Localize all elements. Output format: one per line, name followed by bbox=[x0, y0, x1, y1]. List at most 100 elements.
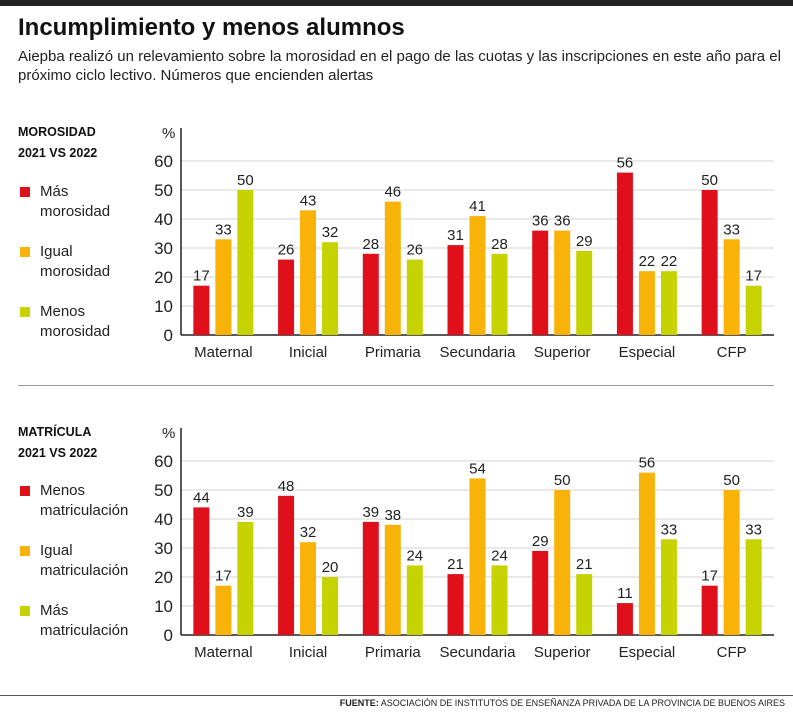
bar bbox=[300, 542, 317, 635]
bar bbox=[322, 242, 339, 335]
y-tick-label: 40 bbox=[154, 510, 173, 529]
x-tick-label: Superior bbox=[534, 344, 591, 361]
data-label: 50 bbox=[723, 472, 740, 489]
bar bbox=[532, 550, 549, 635]
data-label: 33 bbox=[723, 221, 740, 238]
legend-swatch bbox=[20, 486, 30, 496]
chart-morosidad-title-line2: 2021 VS 2022 bbox=[18, 146, 98, 160]
bar bbox=[701, 585, 718, 635]
source-footer: FUENTE: ASOCIACIÓN DE INSTITUTOS DE ENSE… bbox=[340, 698, 785, 708]
top-bar bbox=[0, 0, 793, 6]
data-label: 28 bbox=[491, 236, 508, 253]
source-label: FUENTE: bbox=[339, 698, 379, 708]
bar bbox=[660, 539, 677, 635]
x-tick-label: Inicial bbox=[289, 344, 327, 361]
y-tick-label: 50 bbox=[154, 481, 173, 500]
data-label: 17 bbox=[701, 568, 718, 585]
legend-label-line2: morosidad bbox=[40, 323, 111, 340]
legend-label-line1: Menos bbox=[40, 482, 86, 499]
legend-label-line2: morosidad bbox=[40, 263, 111, 280]
bar bbox=[745, 285, 762, 335]
bar bbox=[469, 216, 486, 335]
data-label: 46 bbox=[384, 184, 401, 201]
legend-label-line1: Igual bbox=[40, 542, 73, 559]
bar bbox=[532, 230, 549, 335]
data-label: 56 bbox=[639, 455, 656, 472]
y-tick-label: 0 bbox=[164, 626, 173, 645]
x-tick-label: Maternal bbox=[194, 644, 252, 661]
chart-morosidad-title-line1: MOROSIDAD bbox=[18, 125, 96, 139]
data-label: 22 bbox=[639, 253, 656, 270]
bar bbox=[616, 172, 633, 335]
legend-swatch bbox=[20, 187, 30, 197]
data-label: 38 bbox=[384, 507, 401, 524]
x-tick-label: Secundaria bbox=[440, 344, 517, 361]
data-label: 54 bbox=[469, 460, 486, 477]
data-label: 17 bbox=[745, 268, 762, 285]
bar bbox=[193, 285, 210, 335]
data-label: 28 bbox=[362, 236, 379, 253]
data-label: 20 bbox=[322, 559, 339, 576]
bar bbox=[491, 253, 508, 335]
bar bbox=[576, 250, 593, 335]
bar bbox=[406, 259, 423, 335]
y-tick-label: 10 bbox=[154, 597, 173, 616]
data-label: 32 bbox=[322, 224, 339, 241]
x-tick-label: Secundaria bbox=[440, 644, 517, 661]
x-tick-label: CFP bbox=[717, 644, 747, 661]
data-label: 26 bbox=[278, 242, 295, 259]
legend-label-line2: matriculación bbox=[40, 622, 129, 639]
chart-morosidad-legend: Más morosidad Igual morosidad Menos moro… bbox=[18, 182, 158, 342]
bar bbox=[406, 565, 423, 635]
data-label: 21 bbox=[447, 556, 464, 573]
legend-label-line1: Igual bbox=[40, 243, 73, 260]
data-label: 24 bbox=[406, 547, 423, 564]
y-unit-label: % bbox=[162, 425, 175, 442]
page-subtitle: Aiepba realizó un relevamiento sobre la … bbox=[18, 48, 781, 84]
data-label: 33 bbox=[745, 521, 762, 538]
chart-matricula-title-line2: 2021 VS 2022 bbox=[18, 446, 98, 460]
bar bbox=[576, 574, 593, 635]
y-tick-label: 60 bbox=[154, 452, 173, 471]
x-tick-label: Primaria bbox=[365, 344, 421, 361]
section-divider bbox=[18, 385, 774, 386]
x-tick-label: Inicial bbox=[289, 644, 327, 661]
data-label: 39 bbox=[237, 504, 254, 521]
legend-label-line2: matriculación bbox=[40, 562, 129, 579]
bar bbox=[300, 210, 317, 335]
chart-matricula-legend: Menos matriculación Igual matriculación … bbox=[18, 481, 158, 641]
data-label: 48 bbox=[278, 478, 295, 495]
data-label: 50 bbox=[237, 172, 254, 189]
bar bbox=[554, 490, 571, 635]
bar bbox=[723, 239, 740, 335]
bar bbox=[362, 521, 379, 635]
data-label: 32 bbox=[300, 524, 317, 541]
data-label: 44 bbox=[193, 489, 210, 506]
legend-label-line2: morosidad bbox=[40, 203, 111, 220]
data-label: 33 bbox=[661, 521, 678, 538]
y-tick-label: 50 bbox=[154, 181, 173, 200]
legend-label-line1: Menos bbox=[40, 303, 86, 320]
bar bbox=[193, 507, 210, 635]
bar bbox=[384, 524, 401, 635]
legend-label-line1: Más bbox=[40, 602, 69, 619]
bar bbox=[447, 245, 464, 335]
bar bbox=[616, 603, 633, 635]
y-tick-label: 10 bbox=[154, 297, 173, 316]
bar bbox=[701, 190, 718, 335]
bar bbox=[215, 239, 232, 335]
data-label: 39 bbox=[362, 504, 379, 521]
bar bbox=[278, 495, 295, 635]
chart-matricula-title-line1: MATRÍCULA bbox=[18, 425, 92, 439]
x-tick-label: CFP bbox=[717, 344, 747, 361]
x-tick-label: Especial bbox=[619, 344, 676, 361]
bar bbox=[447, 574, 464, 635]
footer-rule bbox=[0, 695, 793, 696]
data-label: 43 bbox=[300, 192, 317, 209]
bar bbox=[638, 472, 655, 635]
y-tick-label: 0 bbox=[164, 326, 173, 345]
chart-matricula-title: MATRÍCULA 2021 VS 2022 bbox=[18, 422, 97, 464]
data-label: 29 bbox=[532, 533, 549, 550]
legend-swatch bbox=[20, 247, 30, 257]
y-tick-label: 20 bbox=[154, 268, 173, 287]
